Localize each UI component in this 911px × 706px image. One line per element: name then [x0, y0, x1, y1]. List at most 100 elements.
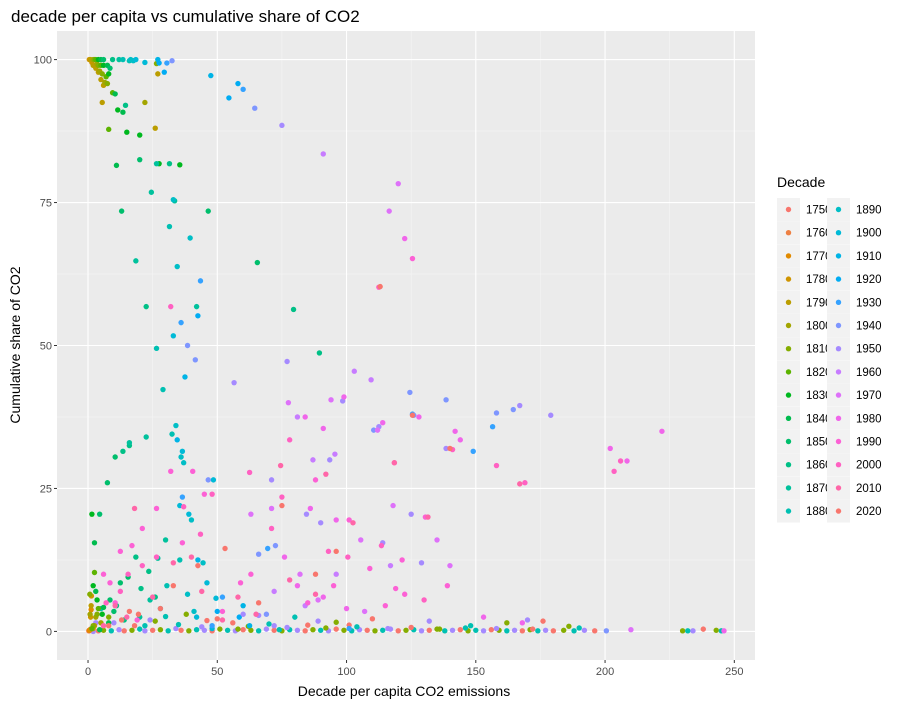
x-tick-label: 250 — [725, 666, 743, 678]
data-point — [149, 594, 156, 600]
data-point — [380, 627, 386, 633]
data-point — [224, 627, 231, 633]
data-point — [268, 477, 275, 483]
data-point — [315, 597, 321, 603]
data-point — [162, 613, 169, 620]
data-point — [129, 627, 135, 633]
data-point — [117, 580, 124, 586]
data-point — [219, 594, 226, 600]
data-point — [320, 151, 326, 157]
data-point — [115, 107, 121, 113]
data-point — [174, 263, 180, 270]
legend-key — [785, 253, 792, 259]
legend-key — [785, 230, 792, 236]
data-point — [195, 313, 201, 319]
data-point — [328, 397, 334, 403]
data-point — [199, 588, 205, 595]
data-point — [209, 622, 215, 629]
legend-label: 1900 — [856, 228, 882, 240]
legend-label: 1850 — [806, 437, 832, 449]
data-point — [91, 569, 98, 576]
data-points — [86, 56, 727, 635]
data-point — [332, 451, 338, 457]
data-point — [240, 86, 246, 93]
data-point — [374, 427, 381, 433]
data-point — [504, 628, 510, 634]
data-point — [153, 345, 160, 352]
data-point — [488, 626, 495, 633]
data-point — [519, 620, 526, 626]
data-point — [122, 102, 129, 109]
data-point — [603, 628, 610, 634]
legend-label: 1910 — [856, 251, 882, 263]
data-point — [152, 618, 158, 624]
data-point — [131, 505, 138, 512]
data-point — [126, 608, 133, 615]
data-point — [186, 628, 192, 634]
data-point — [231, 379, 237, 386]
legend-key — [835, 462, 842, 468]
data-point — [235, 594, 241, 600]
data-point — [409, 255, 416, 262]
data-point — [188, 517, 195, 523]
data-point — [142, 99, 148, 106]
data-point — [125, 571, 131, 577]
data-point — [281, 554, 288, 560]
data-point — [395, 180, 401, 187]
data-point — [199, 624, 205, 630]
data-point — [204, 580, 210, 586]
data-point — [246, 622, 253, 629]
data-point — [99, 611, 105, 617]
data-point — [240, 611, 246, 617]
legend-label: 1800 — [806, 321, 832, 333]
data-point — [560, 627, 567, 633]
data-point — [120, 109, 126, 115]
data-point — [184, 342, 191, 349]
data-point — [213, 595, 219, 601]
y-tick-label: 100 — [34, 55, 52, 67]
data-point — [550, 628, 557, 634]
data-point — [142, 628, 148, 634]
data-point — [193, 303, 200, 310]
data-point — [341, 627, 347, 633]
data-point — [240, 626, 246, 633]
data-point — [390, 502, 396, 509]
data-point — [153, 554, 160, 560]
data-point — [284, 358, 290, 365]
legend-label: 1780 — [806, 274, 832, 286]
data-point — [126, 440, 133, 446]
data-point — [112, 602, 118, 609]
x-axis-ticks: 0 50 100 150 200 250 — [85, 660, 743, 678]
data-point — [175, 621, 182, 628]
data-point — [153, 505, 160, 512]
data-point — [333, 517, 339, 523]
data-point — [542, 627, 549, 633]
data-point — [354, 624, 360, 630]
data-point — [147, 617, 153, 623]
data-point — [200, 560, 206, 566]
data-point — [333, 548, 339, 555]
data-point — [302, 414, 308, 420]
data-point — [219, 617, 226, 623]
data-point — [182, 374, 188, 380]
y-tick-label: 0 — [46, 626, 52, 638]
data-point — [205, 208, 211, 214]
data-point — [312, 591, 319, 597]
data-point — [180, 504, 187, 510]
data-point — [161, 69, 167, 75]
data-point — [111, 608, 117, 615]
data-point — [535, 628, 541, 634]
data-point — [109, 56, 116, 63]
data-point — [255, 600, 262, 606]
data-point — [248, 511, 254, 517]
data-point — [184, 591, 191, 597]
legend-label: 1810 — [806, 344, 832, 356]
data-point — [133, 56, 139, 63]
legend-key — [835, 253, 842, 259]
data-point — [226, 95, 232, 101]
data-point — [252, 105, 258, 111]
data-point — [510, 406, 516, 413]
y-axis-ticks: 0 25 50 75 100 — [34, 55, 57, 638]
data-point — [93, 588, 99, 595]
data-point — [180, 460, 187, 466]
